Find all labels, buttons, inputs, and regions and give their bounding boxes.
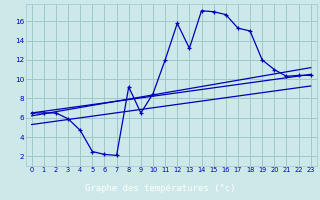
Text: Graphe des températures (°c): Graphe des températures (°c)	[85, 184, 235, 193]
